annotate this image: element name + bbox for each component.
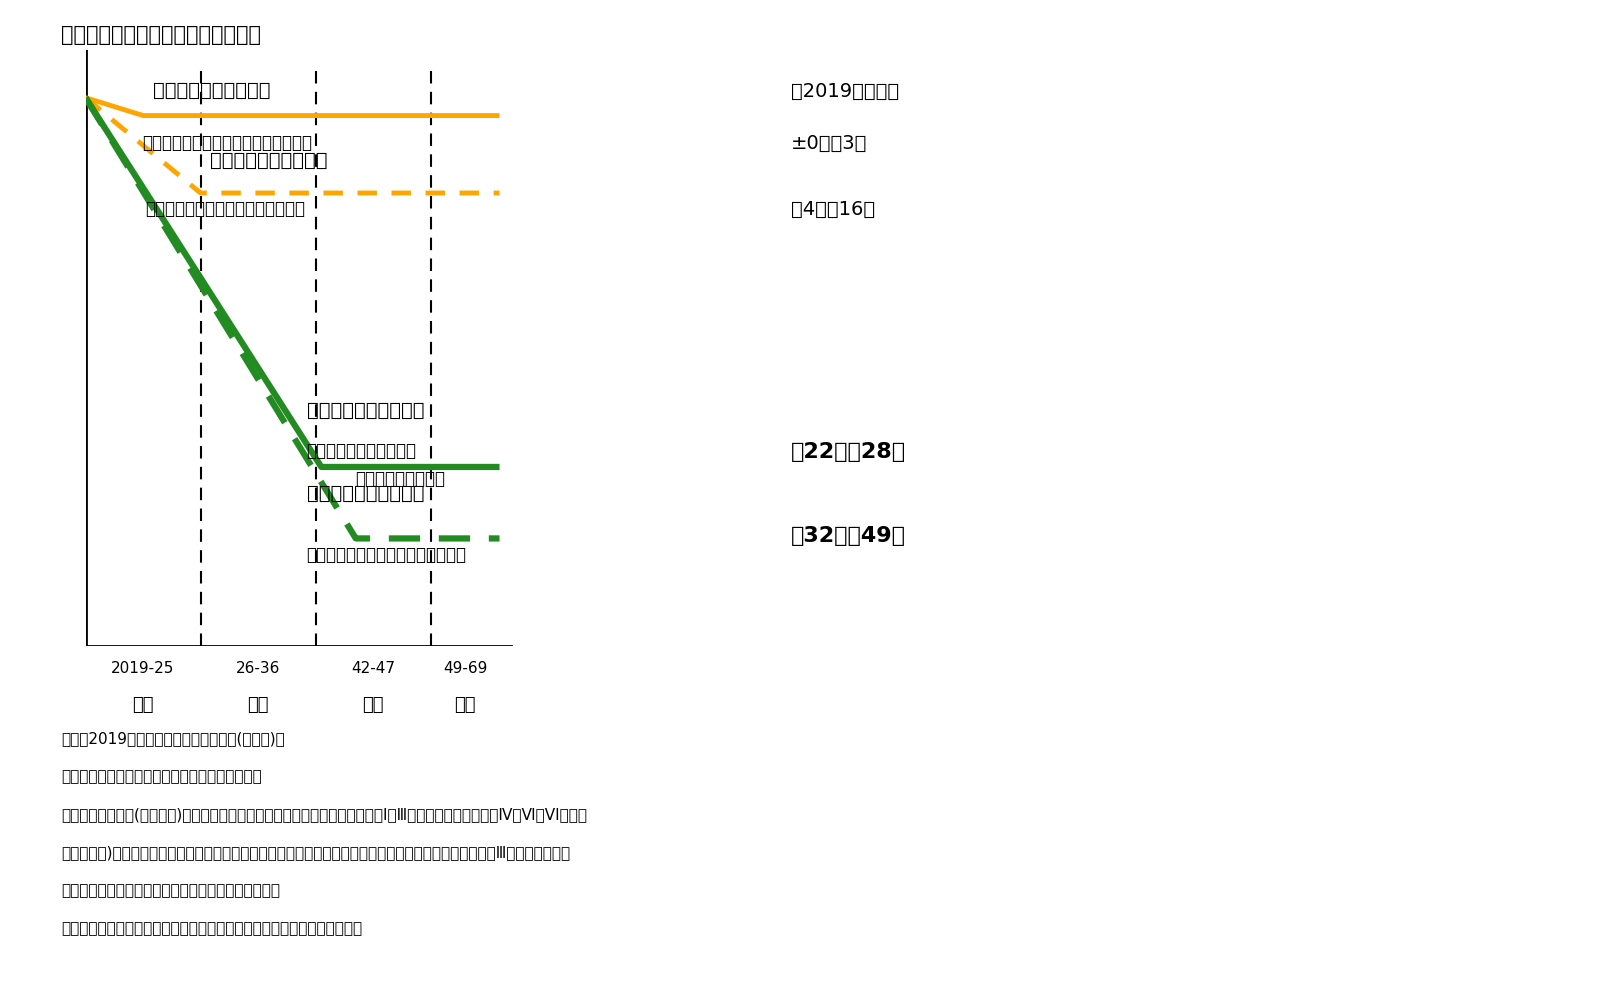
Text: 26-36: 26-36 [236, 661, 281, 676]
Text: 年度: 年度 [454, 696, 476, 714]
Text: 【2019年度比】: 【2019年度比】 [791, 82, 899, 101]
Text: 年度: 年度 [247, 696, 270, 714]
Text: （成長実現かつ出生向上: （成長実現かつ出生向上 [307, 442, 416, 460]
Text: －32〜－49％: －32〜－49％ [791, 526, 905, 546]
Text: 基礎年金［１階部分］: 基礎年金［１階部分］ [307, 401, 424, 420]
Text: 注３：将来見通し(財政検証)の前提との関係は次の通り。成長実現：経済前提Ⅰ〜Ⅲ、経済低过：経済前提Ⅳ〜Ⅵ（VIは含ま: 注３：将来見通し(財政検証)の前提との関係は次の通り。成長実現：経済前提Ⅰ〜Ⅲ、… [61, 807, 587, 822]
Text: 基礎年金［１階部分］: 基礎年金［１階部分］ [307, 483, 424, 503]
Text: （経済低过または出生低下ケース）: （経済低过または出生低下ケース） [145, 200, 305, 218]
Text: 42-47: 42-47 [350, 661, 395, 676]
Text: 厚生年金［２階部分］: 厚生年金［２階部分］ [153, 81, 271, 100]
Text: （経済低过または出生低下ケース）: （経済低过または出生低下ケース） [307, 546, 466, 564]
Text: －4〜－16％: －4〜－16％ [791, 200, 875, 219]
Text: 厚生年金［２階部分］: 厚生年金［２階部分］ [210, 151, 328, 170]
Text: 年度: 年度 [362, 696, 384, 714]
Text: ない)、出生向上：出生高位、出生維持：出生中位、出生低下：出生低位。グラフの線は、経済前提Ⅲ＋出生中位と経: ない)、出生向上：出生高位、出生維持：出生中位、出生低下：出生低位。グラフの線は… [61, 845, 570, 860]
Text: 49-69: 49-69 [442, 661, 487, 676]
Text: －22〜－28％: －22〜－28％ [791, 442, 905, 462]
Text: ±0〜－3％: ±0〜－3％ [791, 134, 867, 153]
Text: 済前提Ｖ＋出生中位。死亡率はいずれも中位。: 済前提Ｖ＋出生中位。死亡率はいずれも中位。 [61, 883, 281, 898]
Text: 注１：2019年度の水準に対する低下率(割り算)。: 注１：2019年度の水準に対する低下率(割り算)。 [61, 731, 286, 746]
Text: 資料：厄生労働省年金局数理課「財政検証詳細結果等１」より筆者作成。: 資料：厄生労働省年金局数理課「財政検証詳細結果等１」より筆者作成。 [61, 921, 363, 936]
Text: または維持ケース）: または維持ケース） [355, 470, 445, 488]
Text: （成長実現かつ出生向上または維持）: （成長実現かつ出生向上または維持） [142, 134, 312, 152]
Text: 2019-25: 2019-25 [111, 661, 174, 676]
Text: 注２：年金財政健全化まで引下げを続けた場合。: 注２：年金財政健全化まで引下げを続けた場合。 [61, 769, 261, 784]
Text: 図表２　給付水準の低下率の見通し: 図表２ 給付水準の低下率の見通し [61, 25, 261, 45]
Text: 年度: 年度 [132, 696, 153, 714]
